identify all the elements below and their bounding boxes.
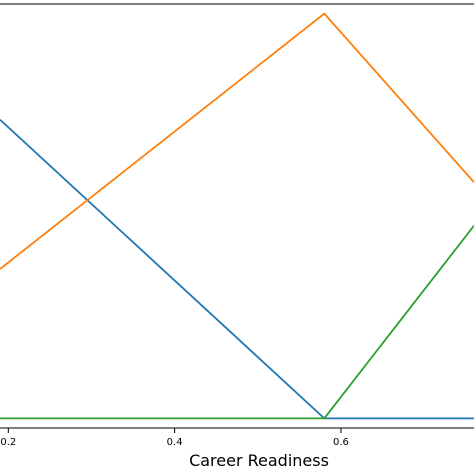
axes-layer (0, 3, 474, 429)
series-line-3 (0, 225, 474, 420)
x-tick-label-2: 0.4 (167, 437, 183, 448)
x-ticks: 0.2 0.4 0.6 (0, 428, 349, 448)
series-line-2 (0, 12, 474, 270)
series-layer (0, 12, 474, 420)
series-line-1 (0, 118, 474, 420)
x-tick-label-1: 0.2 (0, 437, 16, 448)
x-tick-label-3: 0.6 (333, 437, 349, 448)
x-axis-label: Career Readiness (189, 451, 329, 470)
